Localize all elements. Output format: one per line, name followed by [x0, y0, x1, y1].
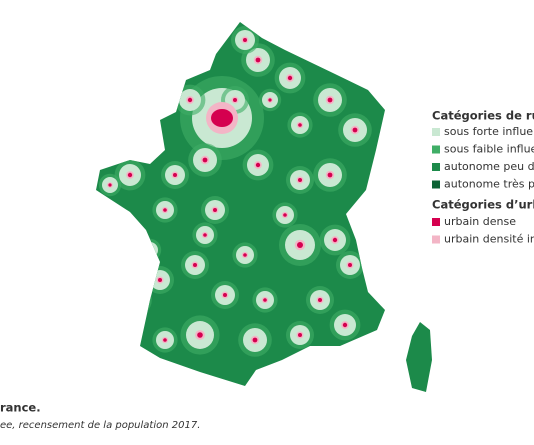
urban-core: [173, 173, 177, 177]
urban-core: [197, 332, 203, 338]
influence-zone: [118, 283, 152, 317]
legend-title: Catégories d’urba: [432, 198, 534, 212]
urban-core: [255, 57, 261, 63]
urban-core: [352, 127, 358, 133]
urban-core: [202, 157, 208, 163]
urban-core: [252, 337, 258, 343]
legend-title: Catégories de rur: [432, 109, 534, 123]
urban-zone: [130, 295, 140, 305]
legend-label: sous forte influer: [444, 125, 534, 138]
urban-core: [298, 123, 302, 127]
urban-core: [297, 242, 303, 248]
urban-core: [203, 233, 207, 237]
urban-core: [148, 248, 152, 252]
urban-core: [132, 297, 138, 303]
urban-core: [327, 97, 333, 103]
legend-swatch: [432, 180, 440, 189]
urban-core: [233, 98, 237, 102]
urban-core: [158, 278, 162, 282]
urban-core: [127, 172, 133, 178]
urban-core: [298, 333, 302, 337]
urban-core: [193, 263, 197, 267]
urban-core: [243, 38, 247, 42]
legend-swatch: [432, 163, 440, 171]
urban-core: [342, 322, 348, 328]
urban-core: [332, 237, 338, 243]
france-map: [96, 22, 432, 392]
urban-core: [255, 162, 261, 168]
influence-zone: [123, 288, 147, 312]
urban-core: [211, 109, 233, 127]
urban-core: [283, 213, 287, 217]
urban-core: [318, 298, 322, 302]
legend-label: urbain densité in: [444, 233, 534, 246]
caption-title: rance.: [0, 401, 41, 415]
legend-swatch: [432, 218, 440, 226]
legend-swatch: [432, 145, 440, 154]
urban-core: [108, 183, 112, 187]
urban-areas: [98, 26, 372, 357]
legend-label: autonome très pe: [444, 178, 534, 191]
urban-core: [163, 208, 167, 212]
urban-core: [263, 298, 267, 302]
legend-label: urbain dense: [444, 215, 516, 228]
urban-core: [213, 208, 217, 212]
caption-source: ee, recensement de la population 2017.: [0, 420, 200, 431]
legend: Catégories de rur Catégories d’urba sous…: [432, 109, 534, 246]
urban-zone: [147, 247, 153, 253]
legend-label: sous faible influe: [444, 143, 534, 156]
urban-core: [348, 263, 352, 267]
legend-swatch: [432, 235, 440, 244]
urban-core: [287, 75, 293, 81]
urban-core: [223, 293, 227, 297]
urban-core: [187, 97, 193, 103]
urban-core: [268, 98, 272, 102]
legend-label: autonome peu de: [444, 160, 534, 173]
urban-core: [163, 338, 167, 342]
legend-swatch: [432, 128, 440, 136]
influence-zone: [142, 242, 158, 258]
urban-core: [243, 253, 247, 257]
urban-core: [298, 178, 302, 182]
urban-core: [327, 172, 333, 178]
